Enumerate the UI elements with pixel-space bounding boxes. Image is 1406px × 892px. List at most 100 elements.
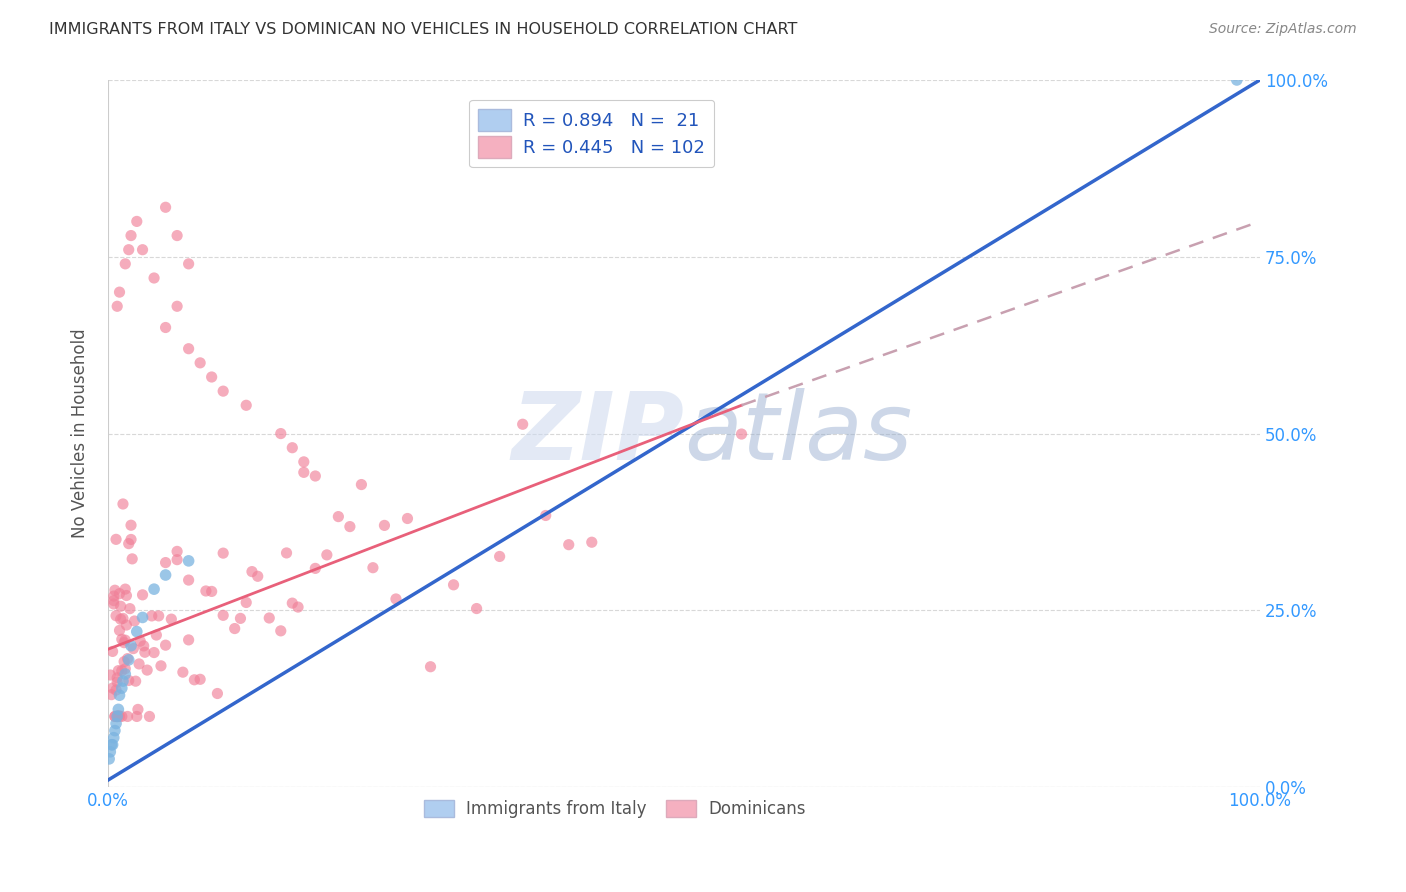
- Point: [270, 426, 292, 441]
- Point: [118, 243, 141, 257]
- Point: [103, 589, 125, 603]
- Point: [101, 681, 124, 695]
- Point: [105, 299, 128, 313]
- Point: [114, 662, 136, 676]
- Point: [111, 497, 134, 511]
- Point: [558, 538, 581, 552]
- Point: [141, 608, 163, 623]
- Point: [111, 664, 134, 678]
- Point: [105, 716, 128, 731]
- Point: [125, 624, 148, 639]
- Text: Source: ZipAtlas.com: Source: ZipAtlas.com: [1209, 22, 1357, 37]
- Point: [122, 641, 145, 656]
- Point: [104, 709, 127, 723]
- Point: [177, 632, 200, 647]
- Text: IMMIGRANTS FROM ITALY VS DOMINICAN NO VEHICLES IN HOUSEHOLD CORRELATION CHART: IMMIGRANTS FROM ITALY VS DOMINICAN NO VE…: [49, 22, 797, 37]
- Point: [105, 533, 128, 547]
- Point: [443, 578, 465, 592]
- Point: [194, 584, 217, 599]
- Point: [287, 600, 309, 615]
- Point: [110, 612, 132, 626]
- Point: [114, 257, 136, 271]
- Point: [118, 653, 141, 667]
- Point: [107, 664, 129, 678]
- Point: [108, 624, 131, 638]
- Point: [103, 593, 125, 607]
- Point: [112, 655, 135, 669]
- Point: [98, 668, 121, 682]
- Point: [120, 228, 142, 243]
- Point: [240, 565, 263, 579]
- Point: [120, 518, 142, 533]
- Text: atlas: atlas: [683, 388, 912, 479]
- Point: [134, 645, 156, 659]
- Point: [117, 709, 139, 723]
- Point: [105, 675, 128, 690]
- Point: [488, 549, 510, 564]
- Point: [132, 639, 155, 653]
- Point: [118, 536, 141, 550]
- Point: [107, 702, 129, 716]
- Point: [101, 644, 124, 658]
- Point: [148, 608, 170, 623]
- Point: [207, 686, 229, 700]
- Point: [183, 673, 205, 687]
- Point: [465, 601, 488, 615]
- Point: [304, 469, 326, 483]
- Point: [270, 624, 292, 638]
- Point: [350, 477, 373, 491]
- Point: [224, 622, 246, 636]
- Point: [114, 582, 136, 596]
- Point: [155, 200, 177, 214]
- Point: [125, 709, 148, 723]
- Point: [373, 518, 395, 533]
- Point: [177, 257, 200, 271]
- Point: [114, 667, 136, 681]
- Point: [166, 544, 188, 558]
- Point: [121, 552, 143, 566]
- Point: [124, 674, 146, 689]
- Point: [111, 632, 134, 647]
- Point: [114, 633, 136, 648]
- Point: [104, 723, 127, 738]
- Point: [281, 596, 304, 610]
- Point: [115, 589, 138, 603]
- Point: [581, 535, 603, 549]
- Point: [281, 441, 304, 455]
- Point: [292, 466, 315, 480]
- Point: [155, 556, 177, 570]
- Point: [120, 639, 142, 653]
- Point: [104, 583, 127, 598]
- Point: [143, 646, 166, 660]
- Point: [124, 614, 146, 628]
- Point: [188, 673, 211, 687]
- Point: [246, 569, 269, 583]
- Point: [201, 370, 224, 384]
- Point: [276, 546, 298, 560]
- Point: [108, 688, 131, 702]
- Point: [128, 657, 150, 671]
- Point: [149, 658, 172, 673]
- Point: [105, 709, 128, 723]
- Point: [304, 561, 326, 575]
- Point: [259, 611, 281, 625]
- Point: [131, 588, 153, 602]
- Point: [136, 663, 159, 677]
- Point: [118, 601, 141, 615]
- Point: [155, 568, 177, 582]
- Point: [166, 299, 188, 313]
- Point: [212, 608, 235, 623]
- Point: [315, 548, 337, 562]
- Legend: Immigrants from Italy, Dominicans: Immigrants from Italy, Dominicans: [418, 793, 813, 825]
- Point: [112, 635, 135, 649]
- Point: [103, 597, 125, 611]
- Point: [107, 708, 129, 723]
- Point: [98, 752, 121, 766]
- Point: [188, 356, 211, 370]
- Point: [117, 651, 139, 665]
- Point: [105, 671, 128, 685]
- Point: [512, 417, 534, 432]
- Point: [177, 342, 200, 356]
- Point: [105, 709, 128, 723]
- Point: [118, 673, 141, 688]
